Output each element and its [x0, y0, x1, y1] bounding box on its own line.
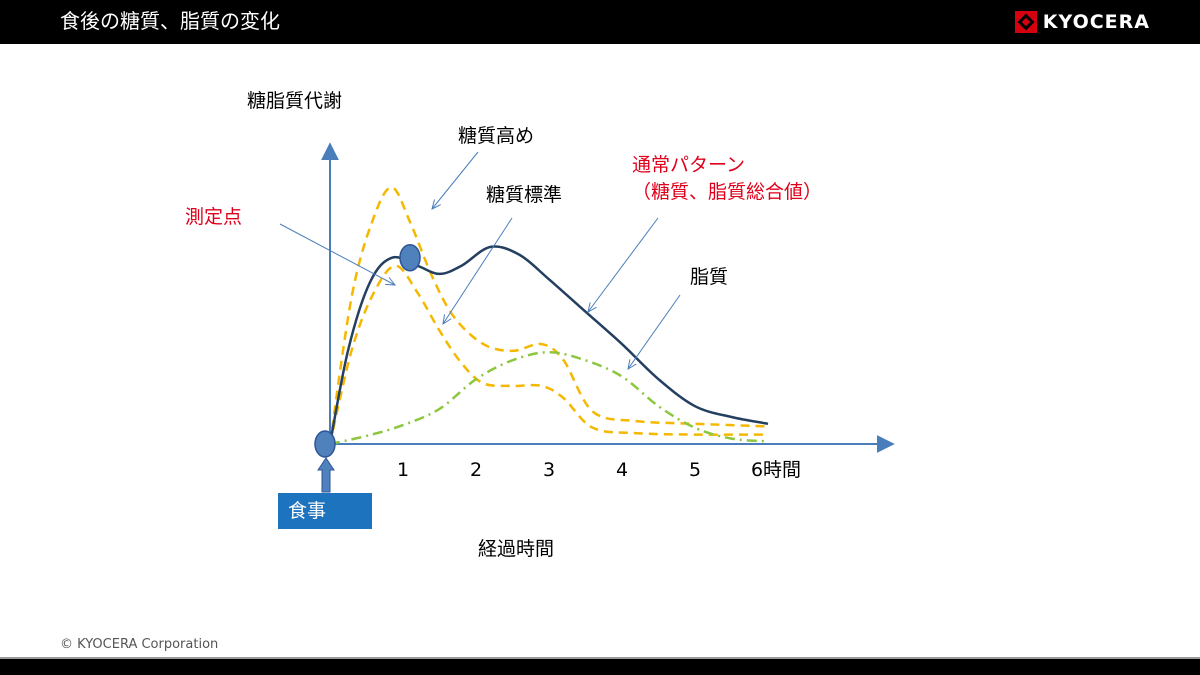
- annotation-normal-pattern: 通常パターン: [632, 154, 745, 176]
- slide-title: 食後の糖質、脂質の変化: [60, 9, 280, 33]
- kyocera-logo-icon: [1014, 11, 1037, 33]
- x-tick-labels: 1 2 3 4 5 6時間: [397, 459, 801, 481]
- x-tick-label: 1: [397, 459, 409, 481]
- kyocera-logo: KYOCERA: [1014, 10, 1150, 34]
- x-tick-label: 2: [470, 459, 482, 481]
- footer-bar: [0, 659, 1200, 675]
- x-axis-label: 経過時間: [478, 538, 554, 560]
- series-line-lipid: [329, 350, 769, 446]
- pointer-standard-carb: [443, 217, 513, 324]
- footer-divider: [0, 657, 1200, 659]
- series-line-high-carb: [328, 186, 769, 445]
- pointer-lipid: [628, 294, 681, 369]
- series-layer: [328, 186, 769, 446]
- x-tick-label: 5: [689, 459, 701, 481]
- x-tick-label: 6時間: [751, 459, 801, 481]
- annotation-normal-pattern-sub: （糖質、脂質総合値）: [632, 181, 822, 203]
- x-tick-label: 3: [543, 459, 555, 481]
- annotation-lipid: 脂質: [690, 266, 728, 288]
- y-axis-label: 糖脂質代謝: [247, 90, 342, 112]
- measurement-point-marker: [399, 243, 421, 272]
- meal-up-arrow-icon: [317, 457, 335, 493]
- meal-point-marker: [314, 430, 336, 458]
- annotation-measurement-point: 測定点: [185, 206, 242, 228]
- annotation-standard-carb: 糖質標準: [486, 184, 562, 206]
- slide-header: 食後の糖質、脂質の変化 KYOCERA: [0, 0, 1200, 44]
- meal-label-box: 食事: [278, 493, 372, 529]
- metabolism-chart: 糖脂質代謝 経過時間 1 2 3 4 5 6時間 糖質高め 糖質標準 通常パターン （糖質…: [185, 90, 895, 560]
- annotation-high-carb: 糖質高め: [458, 125, 534, 147]
- series-line-standard-carb: [328, 264, 769, 445]
- pointer-high-carb: [432, 151, 479, 209]
- pointer-measurement: [279, 223, 395, 285]
- kyocera-logo-text: KYOCERA: [1042, 11, 1150, 33]
- copyright-text: © KYOCERA Corporation: [60, 637, 219, 652]
- x-tick-label: 4: [616, 459, 628, 481]
- pointer-normal-pattern: [588, 217, 659, 312]
